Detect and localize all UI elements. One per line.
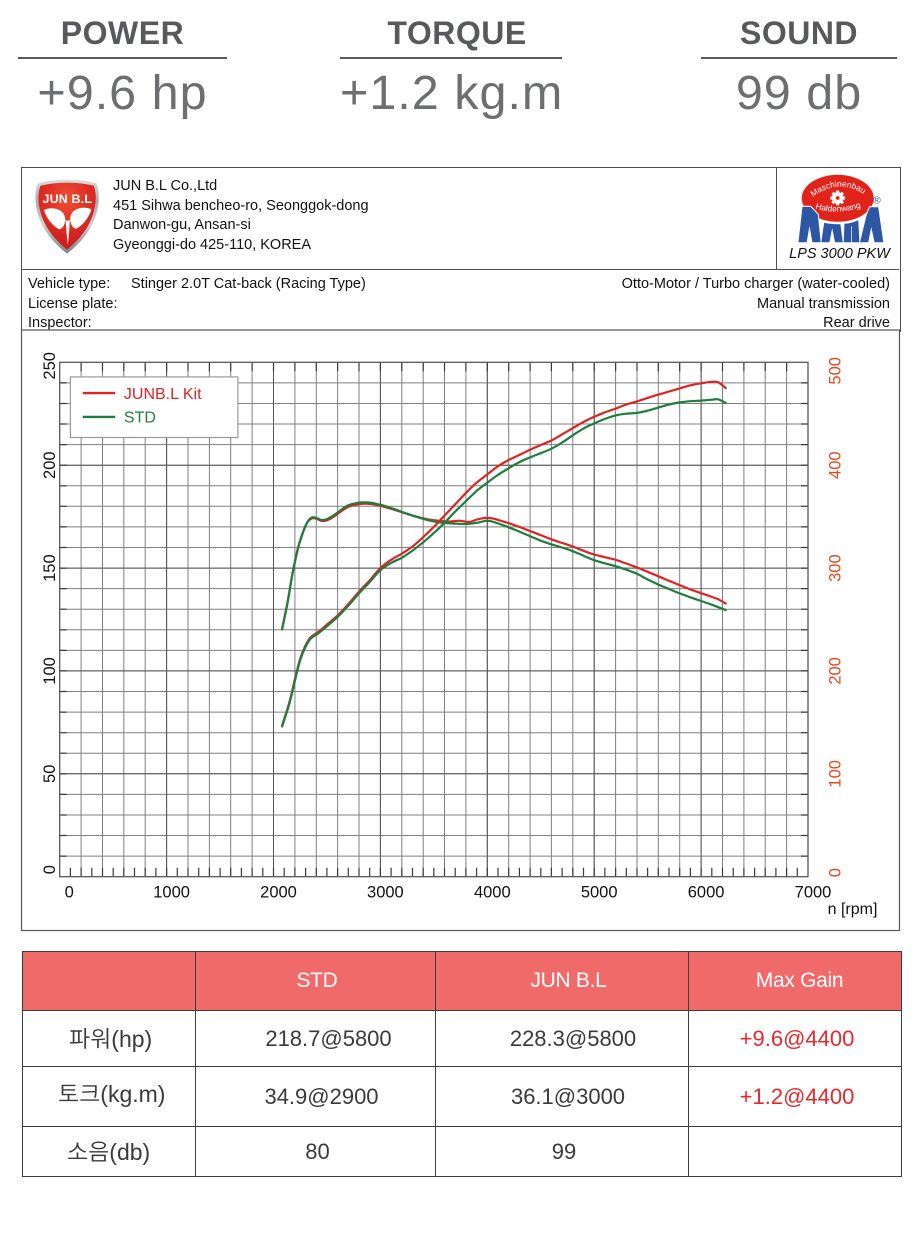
svg-text:3000: 3000	[367, 884, 404, 902]
svg-text:JUNB.L Kit: JUNB.L Kit	[124, 386, 202, 403]
svg-text:200: 200	[41, 451, 59, 479]
svg-text:100: 100	[41, 657, 59, 685]
svg-text:(hp): (hp)	[111, 1026, 152, 1052]
svg-text:100: 100	[827, 760, 845, 788]
svg-text:0: 0	[65, 884, 74, 902]
svg-text:(db): (db)	[109, 1139, 150, 1165]
svg-text:0: 0	[827, 868, 845, 877]
svg-text:®: ®	[873, 195, 881, 207]
svg-text:Haldenwang: Haldenwang	[815, 200, 862, 214]
svg-text:300: 300	[827, 554, 845, 582]
svg-text:250: 250	[41, 352, 59, 380]
svg-text:400: 400	[827, 451, 845, 479]
svg-text:STD: STD	[124, 410, 156, 427]
svg-text:(kg.m): (kg.m)	[100, 1081, 165, 1107]
svg-text:n [rpm]: n [rpm]	[828, 901, 878, 918]
svg-text:4000: 4000	[474, 884, 511, 902]
svg-text:2000: 2000	[260, 884, 297, 902]
svg-text:50: 50	[41, 765, 59, 783]
svg-text:0: 0	[41, 865, 59, 874]
svg-text:1000: 1000	[153, 884, 190, 902]
svg-text:150: 150	[41, 554, 59, 582]
svg-text:200: 200	[827, 657, 845, 685]
svg-text:6000: 6000	[688, 884, 725, 902]
svg-text:500: 500	[827, 357, 845, 385]
svg-text:JUN B.L: JUN B.L	[43, 192, 93, 206]
svg-text:7000: 7000	[795, 884, 832, 902]
svg-text:5000: 5000	[581, 884, 618, 902]
